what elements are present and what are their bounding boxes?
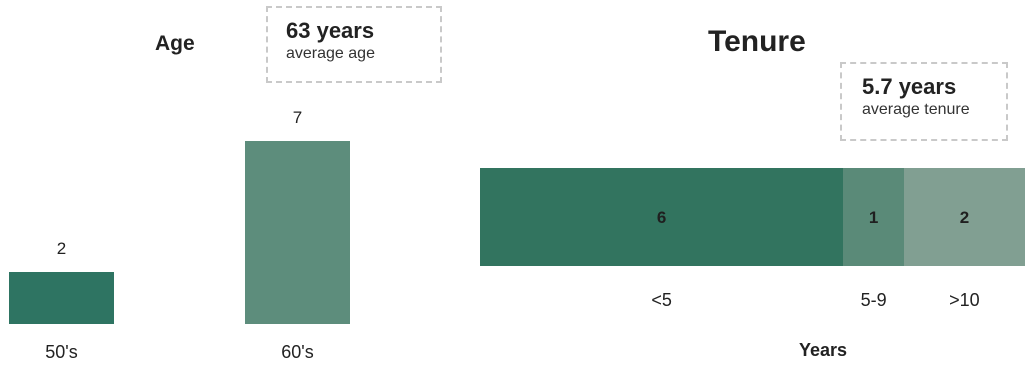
tenure-category-label: 5-9 (860, 290, 887, 310)
average-age-caption: average age (286, 45, 375, 62)
age-bar-value-label: 2 (56, 238, 67, 258)
average-tenure-callout: 5.7 years average tenure (840, 62, 1008, 141)
age-bar-1 (245, 140, 350, 324)
tenure-x-axis-label: Years (798, 340, 848, 360)
age-category-label: 50's (45, 342, 78, 362)
tenure-category-label: <5 (651, 290, 672, 310)
tenure-segment-2 (903, 168, 1025, 266)
tenure-segment-0 (480, 168, 844, 266)
tenure-category-label: >10 (949, 290, 980, 310)
age-category-label: 60's (281, 342, 314, 362)
tenure-segment-value-label: 6 (656, 208, 667, 227)
age-chart-title: Age (155, 32, 195, 55)
tenure-chart-title: Tenure (708, 25, 806, 58)
average-age-callout: 63 years average age (266, 6, 442, 83)
age-bar-value-label: 7 (292, 107, 303, 127)
age-bar-0 (9, 271, 114, 324)
tenure-segment-value-label: 2 (959, 208, 970, 227)
average-tenure-value: 5.7 years (862, 74, 957, 99)
average-tenure-caption: average tenure (862, 101, 970, 118)
tenure-segment-value-label: 1 (868, 208, 879, 227)
average-age-value: 63 years (286, 18, 375, 43)
tenure-segment-1 (843, 168, 904, 266)
